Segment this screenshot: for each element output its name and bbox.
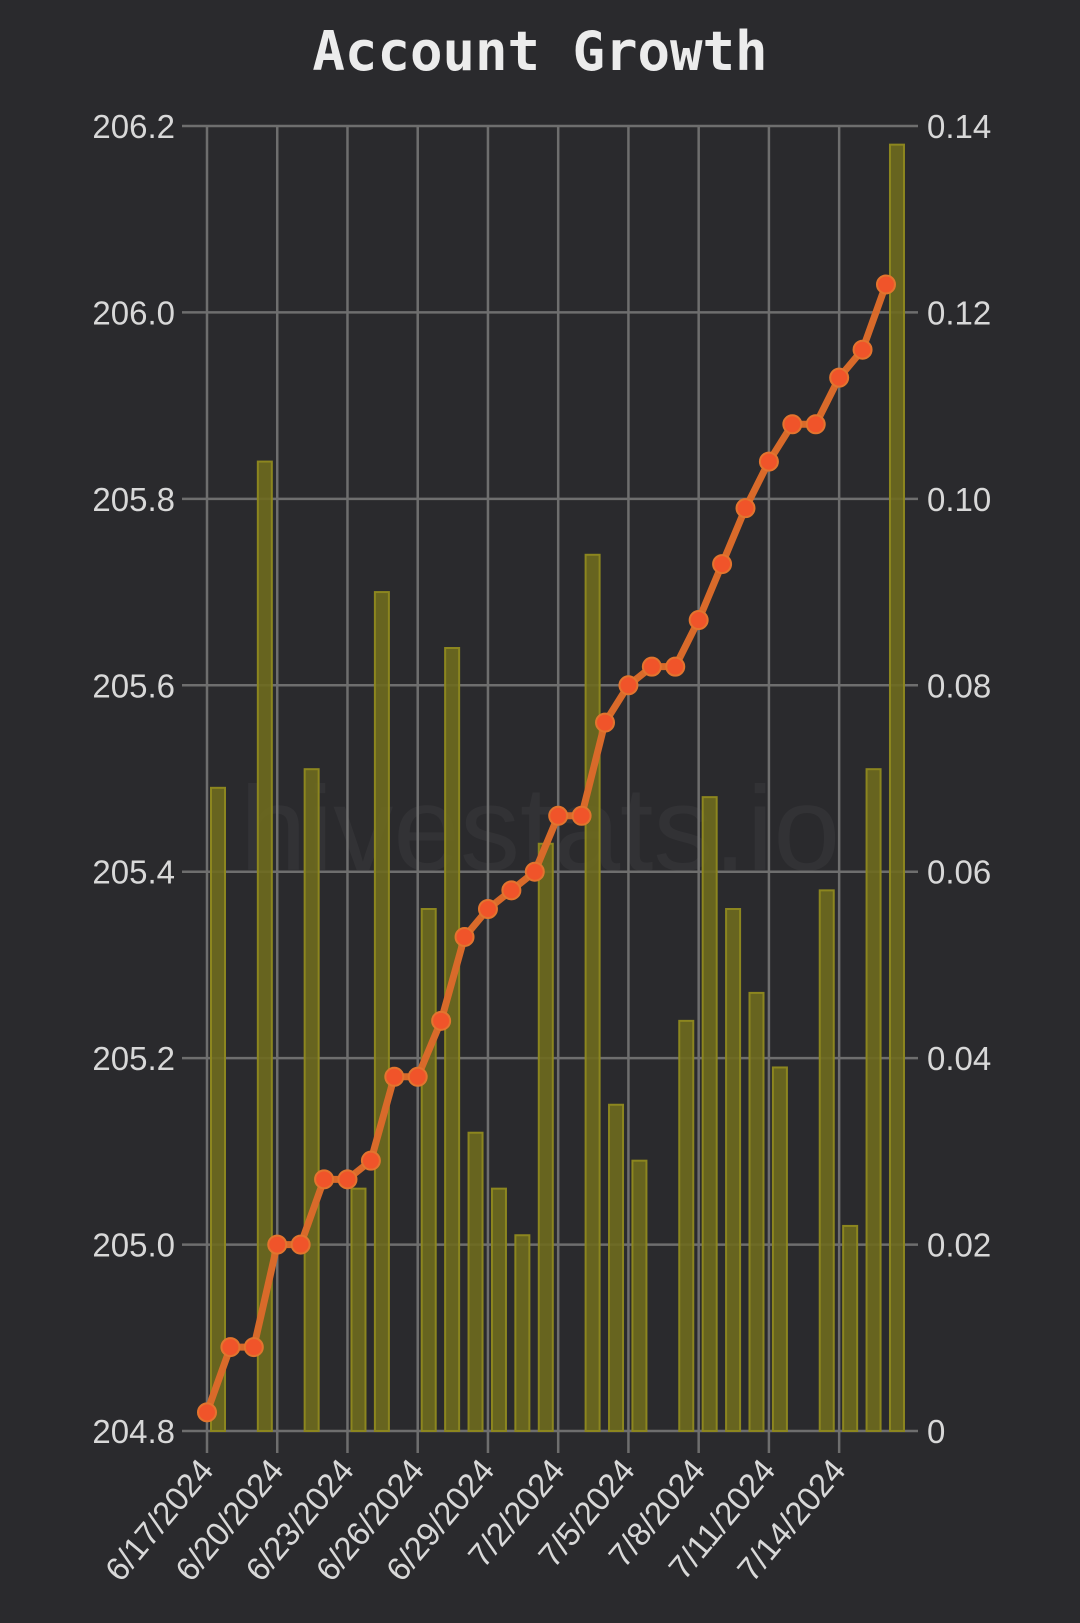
data-point — [641, 656, 662, 677]
data-point — [407, 1066, 428, 1087]
y-right-tick-label: 0 — [927, 1413, 945, 1450]
data-point — [431, 1010, 452, 1031]
y-right-tick-label: 0.14 — [927, 108, 991, 145]
data-point — [337, 1169, 358, 1190]
bar — [350, 1187, 367, 1432]
bar-series — [210, 143, 905, 1433]
y-left-tick-label: 205.8 — [92, 481, 175, 518]
data-point — [712, 554, 733, 575]
data-point — [618, 675, 639, 696]
y-right-tick-label: 0.12 — [927, 294, 991, 331]
bar — [420, 908, 437, 1432]
data-point — [477, 899, 498, 919]
bar — [514, 1234, 531, 1432]
y-left-tick-label: 205.2 — [92, 1040, 175, 1077]
y-left-tick-label: 206.0 — [92, 294, 175, 331]
bar — [490, 1187, 507, 1432]
bar — [678, 1019, 695, 1432]
data-point — [501, 880, 522, 901]
y-left-tick-label: 205.6 — [92, 667, 175, 704]
chart-title: Account Growth — [312, 20, 767, 83]
y-right-tick-label: 0.02 — [927, 1227, 991, 1264]
data-point — [384, 1066, 405, 1087]
bar — [584, 553, 601, 1432]
bar — [467, 1131, 484, 1432]
y-right-tick-label: 0.04 — [927, 1040, 991, 1077]
data-point — [688, 610, 709, 631]
bar — [748, 991, 765, 1433]
bar — [888, 143, 905, 1433]
bar — [865, 768, 882, 1432]
y-left-tick-label: 205.4 — [92, 854, 175, 891]
data-point — [665, 656, 686, 677]
y-left-tick-label: 204.8 — [92, 1413, 175, 1450]
bar — [210, 786, 226, 1432]
bar — [818, 889, 835, 1432]
y-left-tick-label: 206.2 — [92, 108, 175, 145]
y-left-tick-label: 205.0 — [92, 1227, 175, 1264]
data-point — [454, 926, 475, 947]
bar — [725, 908, 742, 1432]
bar — [701, 796, 718, 1432]
data-point — [735, 498, 756, 519]
data-point — [548, 805, 569, 826]
y-right-tick-label: 0.06 — [927, 854, 991, 891]
bar — [444, 647, 461, 1432]
data-point — [267, 1234, 288, 1255]
bar — [303, 768, 320, 1432]
bar — [537, 842, 554, 1432]
data-point — [595, 712, 616, 733]
bar — [842, 1224, 859, 1433]
data-point — [524, 861, 545, 882]
bar — [373, 591, 390, 1432]
data-point — [782, 414, 803, 435]
y-right-tick-label: 0.10 — [927, 481, 991, 518]
data-point — [805, 414, 826, 435]
bar — [771, 1066, 788, 1432]
data-point — [197, 1402, 217, 1423]
data-point — [875, 274, 896, 295]
data-point — [243, 1337, 264, 1358]
data-point — [571, 805, 592, 826]
data-point — [829, 367, 850, 388]
bar — [631, 1159, 648, 1433]
data-point — [314, 1169, 335, 1190]
data-point — [220, 1337, 241, 1358]
bar — [256, 460, 273, 1433]
line-series — [197, 274, 896, 1423]
data-point — [852, 339, 873, 360]
data-point — [360, 1150, 381, 1171]
data-point — [758, 451, 779, 472]
bar — [608, 1103, 625, 1432]
data-point — [290, 1234, 311, 1255]
y-right-tick-label: 0.08 — [927, 667, 991, 704]
